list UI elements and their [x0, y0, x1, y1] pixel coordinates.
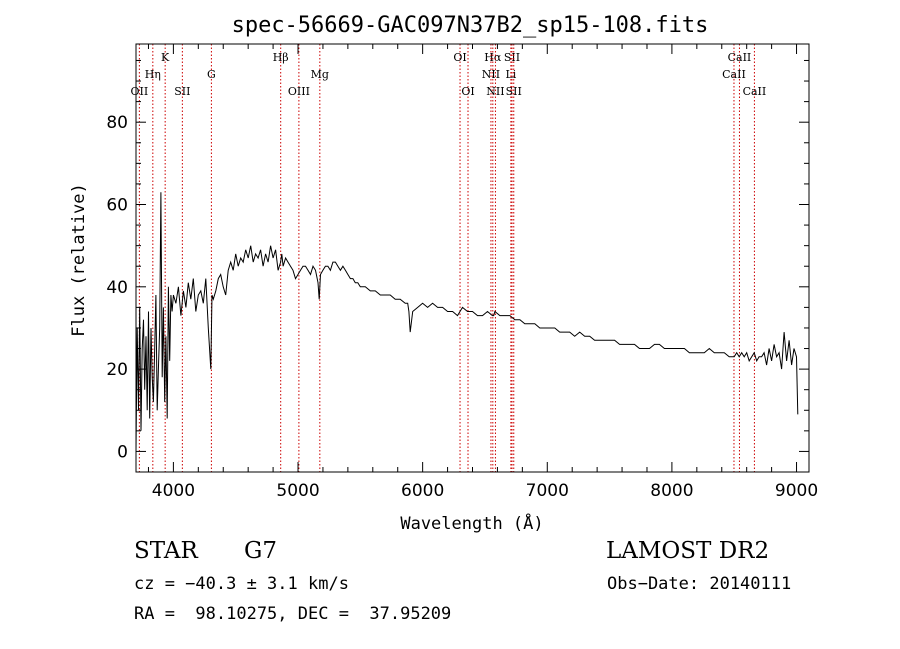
x-tick-label: 7000	[526, 481, 569, 501]
line-marker-label: NII	[482, 68, 500, 81]
x-tick-label: 6000	[401, 481, 444, 501]
spectrum-line	[135, 192, 799, 452]
line-marker-label: OIII	[288, 85, 310, 98]
y-tick-label: 20	[106, 360, 128, 380]
line-marker-label: G	[207, 68, 216, 81]
coordinates: RA = 98.10275, DEC = 37.95209	[134, 604, 452, 624]
plot-frame	[135, 43, 810, 473]
line-marker-label: SII	[504, 51, 520, 64]
y-tick-label: 80	[106, 113, 128, 133]
y-tick-label: 40	[106, 278, 128, 298]
x-tick-label: 4000	[152, 481, 195, 501]
line-marker-label: OI	[461, 85, 474, 98]
y-tick-label: 60	[106, 196, 128, 216]
survey-name: LAMOST DR2	[606, 538, 770, 564]
line-marker-label: NII	[486, 85, 504, 98]
axis-ticks	[136, 44, 809, 473]
x-tick-label: 8000	[650, 481, 693, 501]
y-axis-label: Flux (relative)	[69, 183, 89, 337]
x-tick-label: 9000	[775, 481, 818, 501]
line-marker-label: Hα	[484, 51, 502, 64]
tick-labels: 4000 5000 6000 7000 8000 9000 0 20 40 60 80	[106, 113, 818, 501]
line-marker-label: OI	[453, 51, 466, 64]
chart-title: spec-56669-GAC097N37B2_sp15-108.fits	[232, 13, 709, 38]
line-marker-label: CaII	[743, 85, 767, 98]
line-marker-label: CaII	[722, 68, 746, 81]
object-class: STAR	[134, 538, 198, 564]
emission-line-markers: OIIHηKSIIGHβOIIIMgOIOIHαNIINIISIILiSIICa…	[131, 44, 767, 472]
redshift-velocity: cz = −40.3 ± 3.1 km/s	[134, 574, 349, 594]
observation-date: Obs−Date: 20140111	[607, 574, 792, 594]
line-marker-label: Li	[505, 68, 516, 81]
line-marker-label: Hη	[145, 68, 161, 81]
y-tick-label: 0	[117, 442, 128, 462]
line-marker-label: SII	[174, 85, 190, 98]
line-marker-label: CaII	[728, 51, 752, 64]
line-marker-label: K	[161, 51, 170, 64]
x-axis-label: Wavelength (Å)	[400, 512, 543, 534]
x-tick-label: 5000	[276, 481, 319, 501]
line-marker-label: Mg	[311, 68, 329, 81]
line-marker-label: OII	[131, 85, 149, 98]
object-subclass: G7	[244, 538, 278, 564]
line-marker-label: Hβ	[273, 51, 289, 64]
line-marker-label: SII	[506, 85, 522, 98]
